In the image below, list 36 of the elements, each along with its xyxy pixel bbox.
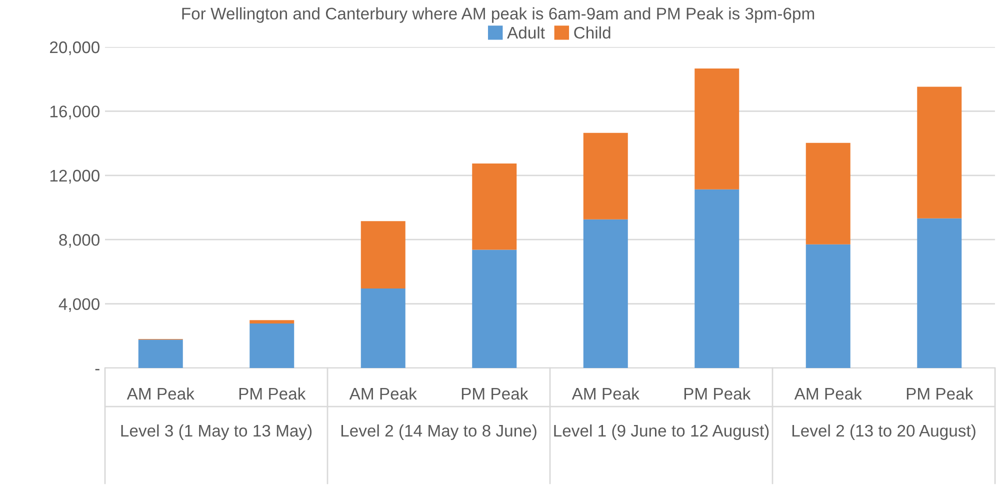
- legend-label: Child: [574, 26, 610, 39]
- x-tick-label: AM Peak: [794, 387, 862, 400]
- x-tick-label: PM Peak: [462, 387, 528, 400]
- bar: [583, 132, 628, 220]
- bar: [694, 189, 740, 368]
- y-tick-label: -: [95, 368, 100, 370]
- text: Level 2 (14 May to 8 June): [341, 424, 536, 440]
- y-tick-label: 16,000: [50, 106, 100, 120]
- x-tick-label: AM Peak: [349, 387, 417, 400]
- bar: [583, 219, 628, 368]
- bar: [250, 324, 294, 368]
- bar: [806, 244, 850, 368]
- x-tick-label: AM Peak: [126, 387, 194, 400]
- bar: [917, 86, 962, 218]
- y-tick-label: 20,000: [50, 41, 100, 56]
- bar: [472, 164, 517, 250]
- bar: [472, 250, 517, 368]
- text: Level 1 (9 June to 12 August): [554, 424, 769, 440]
- x-tick-label: PM Peak: [906, 387, 974, 400]
- legend-label: Adult: [507, 26, 545, 39]
- x-tick-label: PM Peak: [239, 387, 306, 400]
- bar: [360, 288, 406, 368]
- bar: [250, 320, 294, 324]
- bar: [694, 68, 740, 190]
- y-tick-label: 8,000: [59, 234, 100, 248]
- text: Level 3 (1 May to 13 May): [121, 424, 312, 440]
- bar: [917, 218, 962, 368]
- bar: [138, 340, 183, 368]
- y-tick-label: 12,000: [50, 170, 100, 184]
- x-tick-label: PM Peak: [684, 387, 751, 400]
- bar: [806, 142, 850, 244]
- bar: [360, 221, 406, 289]
- text: Level 2 (13 to 20 August): [792, 424, 976, 440]
- chart-title: For Wellington and Canterbury where AM peak is 6am-9am and PM Peak is 3pm-6pm: [182, 7, 814, 23]
- x-tick-label: AM Peak: [572, 387, 640, 400]
- y-tick-label: 4,000: [58, 298, 100, 312]
